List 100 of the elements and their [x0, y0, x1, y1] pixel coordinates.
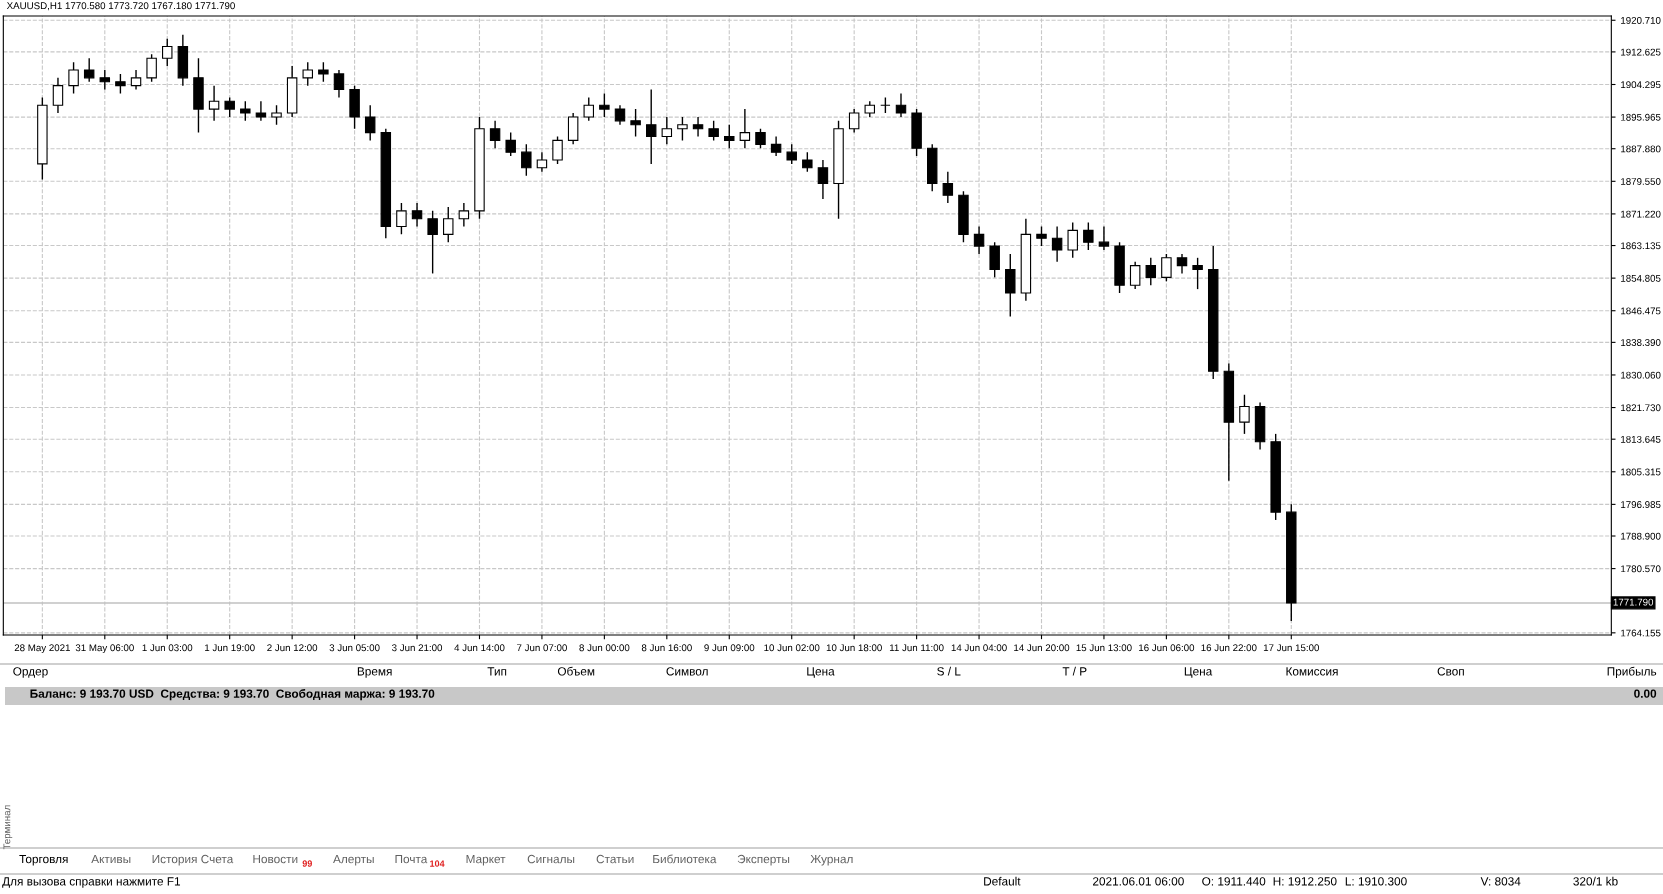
candlestick — [1083, 221, 1094, 251]
candlestick — [1005, 253, 1016, 318]
candlestick — [489, 120, 501, 149]
candlestick — [99, 69, 111, 91]
candlestick — [271, 104, 282, 126]
x-tick-label: 11 Jun 11:00 — [889, 644, 944, 652]
y-tick-label: 1813.645 — [1621, 435, 1661, 443]
candlestick — [396, 202, 407, 236]
text: Своп — [1437, 667, 1464, 676]
candlestick — [989, 241, 1000, 279]
y-tick-label: 1780.570 — [1621, 565, 1661, 573]
text: Журнал — [810, 855, 853, 866]
candlestick — [364, 104, 376, 142]
candlestick — [240, 100, 251, 122]
candlestick — [848, 108, 860, 134]
candlestick — [1161, 253, 1172, 282]
candlestick — [52, 77, 64, 114]
y-tick-label: 1796.985 — [1621, 501, 1661, 508]
candlestick — [692, 116, 704, 138]
candlestick — [505, 131, 516, 157]
x-tick-label: 31 May 06:00 — [75, 644, 134, 654]
candlestick — [521, 143, 532, 177]
text: 0.00 — [1634, 689, 1657, 698]
text: Почта — [395, 855, 428, 864]
text: Статьи — [596, 854, 634, 864]
text: Сигналы — [527, 854, 575, 864]
y-tick-label: 1838.390 — [1621, 339, 1661, 346]
candlestick — [614, 104, 626, 126]
candlestick — [224, 96, 235, 118]
candlestick — [895, 92, 907, 118]
y-tick-label: 1895.965 — [1621, 113, 1661, 121]
x-tick-label: 16 Jun 06:00 — [1139, 644, 1195, 652]
candlestick — [973, 225, 985, 255]
text: Терминал — [3, 805, 13, 850]
candlestick — [115, 73, 126, 95]
text: Цена — [807, 667, 835, 678]
text: Время — [357, 667, 392, 678]
x-tick-label: 17 Jun 15:00 — [1263, 644, 1320, 652]
candlestick — [1129, 261, 1141, 290]
text: Default — [984, 876, 1021, 886]
text: 99 — [302, 860, 312, 867]
candlestick — [599, 92, 610, 118]
y-tick-label: 1821.730 — [1621, 404, 1661, 412]
candlestick — [255, 100, 267, 122]
text: Ордер — [13, 667, 48, 678]
candlestick — [552, 135, 563, 165]
candlestick — [708, 120, 719, 142]
candlestick — [1176, 253, 1188, 275]
candlestick — [942, 171, 954, 204]
y-tick-label: 1863.135 — [1621, 242, 1661, 250]
text: Алерты — [333, 855, 374, 866]
candlestick — [333, 69, 345, 99]
x-tick-label: 10 Jun 18:00 — [826, 644, 882, 652]
text: Активы — [91, 855, 131, 864]
x-tick-label: 28 May 2021 — [14, 644, 70, 654]
x-tick-label: 8 Jun 00:00 — [579, 644, 630, 652]
candlestick — [1239, 394, 1250, 435]
candlestick — [661, 116, 673, 146]
text: Торговля — [19, 855, 68, 866]
candlestick — [162, 37, 173, 67]
candlestick — [146, 53, 157, 83]
text: Для вызова справки нажмите F1 — [2, 877, 181, 888]
x-tick-label: 16 Jun 22:00 — [1201, 644, 1257, 652]
x-tick-label: 7 Jun 07:00 — [517, 644, 567, 652]
text: История Счета — [152, 854, 234, 866]
candlestick — [458, 202, 470, 228]
text: Тип — [487, 667, 507, 676]
y-tick-label: 1879.550 — [1621, 178, 1661, 185]
y-tick-label: 1854.805 — [1621, 274, 1661, 282]
text: Эксперты — [737, 854, 790, 866]
text: 2021.06.01 06:00 — [1093, 877, 1184, 886]
candlestick — [1036, 225, 1047, 247]
y-tick-label: 1912.625 — [1621, 48, 1661, 56]
text: 320/1 kb — [1573, 876, 1618, 886]
x-tick-label: 2 Jun 12:00 — [267, 644, 318, 652]
y-tick-label: 1805.315 — [1621, 468, 1661, 476]
x-tick-label: 3 Jun 21:00 — [392, 644, 443, 652]
text: Символ — [666, 667, 708, 676]
candlestick — [302, 61, 313, 87]
candlestick — [411, 202, 423, 228]
x-tick-label: 4 Jun 14:00 — [454, 644, 505, 652]
text: Объем — [557, 666, 595, 676]
text: Новости — [253, 855, 298, 864]
candlestick — [1098, 225, 1110, 251]
text: O: 1911.440 — [1202, 877, 1266, 886]
x-tick-label: 14 Jun 20:00 — [1014, 644, 1070, 652]
text: S / L — [937, 666, 961, 676]
candlestick — [83, 57, 95, 83]
candlestick — [770, 135, 782, 157]
candlestick — [755, 127, 766, 149]
candlestick — [318, 61, 329, 83]
y-tick-label: 1788.900 — [1621, 532, 1661, 540]
candlestick — [130, 69, 142, 91]
y-tick-label: 1887.880 — [1621, 145, 1661, 153]
text: H: 1912.250 — [1273, 877, 1337, 886]
text: Прибыль — [1607, 666, 1657, 678]
x-tick-label: 8 Jun 16:00 — [641, 644, 692, 652]
candlestick — [739, 108, 751, 149]
y-tick-label: 1920.710 — [1621, 17, 1661, 24]
candlestick — [1051, 225, 1063, 263]
